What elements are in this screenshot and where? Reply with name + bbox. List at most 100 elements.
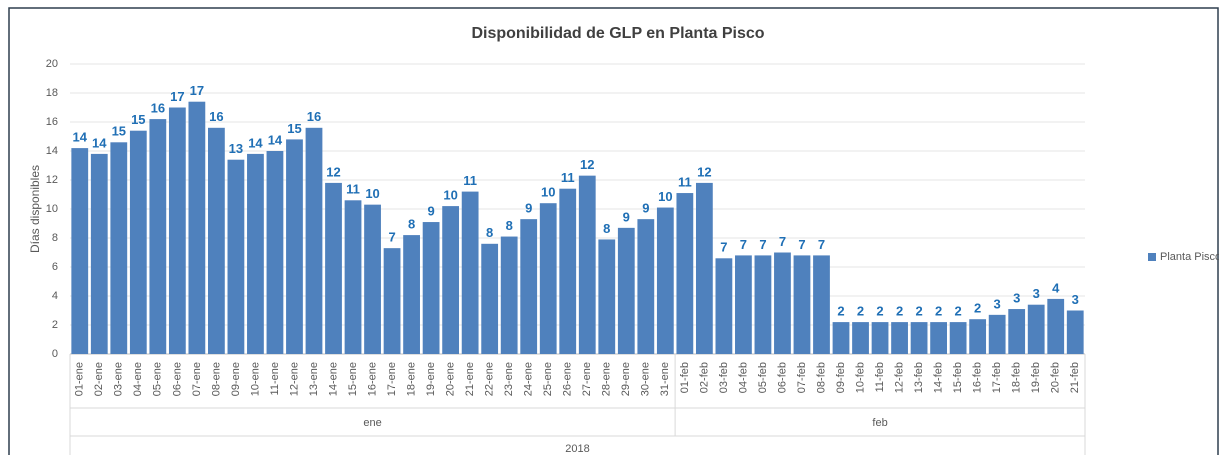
x-tick-label: 07-ene	[191, 362, 203, 396]
bar	[598, 239, 616, 354]
value-label: 2	[837, 304, 844, 319]
bar	[1047, 298, 1065, 354]
value-label: 2	[915, 304, 922, 319]
x-tick-label: 22-ene	[484, 362, 496, 396]
bar	[208, 127, 225, 354]
x-tick-label: 16-feb	[972, 362, 984, 393]
bar	[110, 142, 128, 354]
year-label: 2018	[565, 443, 589, 455]
y-tick-label: 18	[46, 87, 58, 99]
value-label: 2	[955, 304, 962, 319]
chart-title: Disponibilidad de GLP en Planta Pisco	[471, 25, 764, 42]
bar	[578, 175, 596, 354]
bar	[403, 235, 420, 354]
value-label: 11	[561, 170, 575, 185]
y-tick-label: 20	[46, 58, 58, 70]
bar	[813, 255, 830, 354]
x-tick-label: 17-feb	[991, 362, 1003, 393]
bar	[344, 200, 362, 354]
x-tick-label: 21-ene	[464, 362, 476, 396]
x-tick-label: 01-feb	[679, 362, 691, 393]
value-label: 7	[779, 234, 786, 249]
x-tick-label: 13-ene	[308, 362, 320, 396]
value-label: 8	[603, 221, 610, 236]
bar	[930, 322, 947, 354]
value-label: 2	[935, 304, 942, 319]
value-label: 14	[92, 135, 107, 150]
value-label: 8	[486, 225, 493, 240]
bar	[539, 203, 557, 354]
x-tick-label: 05-ene	[152, 362, 164, 396]
value-label: 14	[248, 135, 263, 150]
x-tick-label: 02-feb	[698, 362, 710, 393]
value-label: 12	[326, 164, 340, 179]
bar	[754, 255, 772, 354]
bar	[832, 322, 850, 354]
bar	[168, 107, 186, 354]
y-tick-label: 4	[52, 290, 58, 302]
x-tick-label: 30-ene	[640, 362, 652, 396]
x-tick-label: 14-feb	[933, 362, 945, 393]
bar	[891, 322, 908, 354]
x-tick-label: 03-ene	[113, 362, 125, 396]
x-tick-label: 18-ene	[405, 362, 417, 396]
value-label: 12	[697, 164, 711, 179]
y-tick-label: 8	[52, 232, 58, 244]
bar	[617, 227, 635, 354]
bar	[949, 322, 967, 354]
value-label: 8	[408, 217, 415, 232]
value-label: 11	[346, 182, 360, 197]
value-label: 7	[720, 240, 727, 255]
value-label: 14	[268, 132, 283, 147]
bar	[266, 151, 284, 354]
x-tick-label: 01-ene	[74, 362, 86, 396]
x-tick-label: 05-feb	[757, 362, 769, 393]
value-label: 15	[131, 112, 145, 127]
bar	[1008, 309, 1026, 354]
bar	[422, 222, 440, 354]
value-label: 11	[678, 174, 692, 189]
bar	[988, 314, 1006, 354]
group-label: feb	[872, 417, 887, 429]
x-tick-label: 28-ene	[601, 362, 613, 396]
x-tick-label: 02-ene	[93, 362, 105, 396]
value-label: 8	[506, 218, 513, 233]
bar	[90, 153, 108, 354]
legend-label: Planta Pisco	[1160, 251, 1219, 263]
bar	[559, 188, 577, 354]
bar	[305, 127, 323, 354]
x-tick-label: 31-ene	[659, 362, 671, 396]
chart-border	[8, 7, 1219, 455]
value-label: 16	[151, 101, 165, 116]
x-tick-label: 16-ene	[366, 362, 378, 396]
value-label: 15	[112, 124, 126, 139]
value-label: 3	[1033, 286, 1040, 301]
value-label: 2	[857, 304, 864, 319]
bar	[461, 191, 479, 354]
legend-swatch	[1148, 253, 1156, 261]
value-label: 16	[209, 109, 223, 124]
y-tick-label: 16	[46, 116, 58, 128]
y-tick-label: 14	[46, 145, 58, 157]
y-tick-label: 2	[52, 319, 58, 331]
value-label: 12	[580, 157, 594, 172]
value-label: 4	[1052, 280, 1060, 295]
x-tick-label: 08-feb	[815, 362, 827, 393]
x-tick-label: 04-feb	[737, 362, 749, 393]
x-tick-label: 06-ene	[171, 362, 183, 396]
bar	[852, 322, 869, 354]
value-label: 9	[642, 201, 649, 216]
bar	[286, 139, 303, 354]
bar	[520, 219, 538, 354]
value-label: 7	[818, 237, 825, 252]
value-label: 7	[388, 230, 395, 245]
x-tick-label: 10-ene	[249, 362, 261, 396]
x-tick-label: 19-ene	[425, 362, 437, 396]
bar	[500, 236, 518, 354]
bar	[325, 182, 342, 354]
value-label: 2	[876, 304, 883, 319]
bar	[676, 193, 694, 354]
bar	[383, 248, 401, 354]
value-label: 13	[229, 141, 243, 156]
value-label: 16	[307, 109, 321, 124]
